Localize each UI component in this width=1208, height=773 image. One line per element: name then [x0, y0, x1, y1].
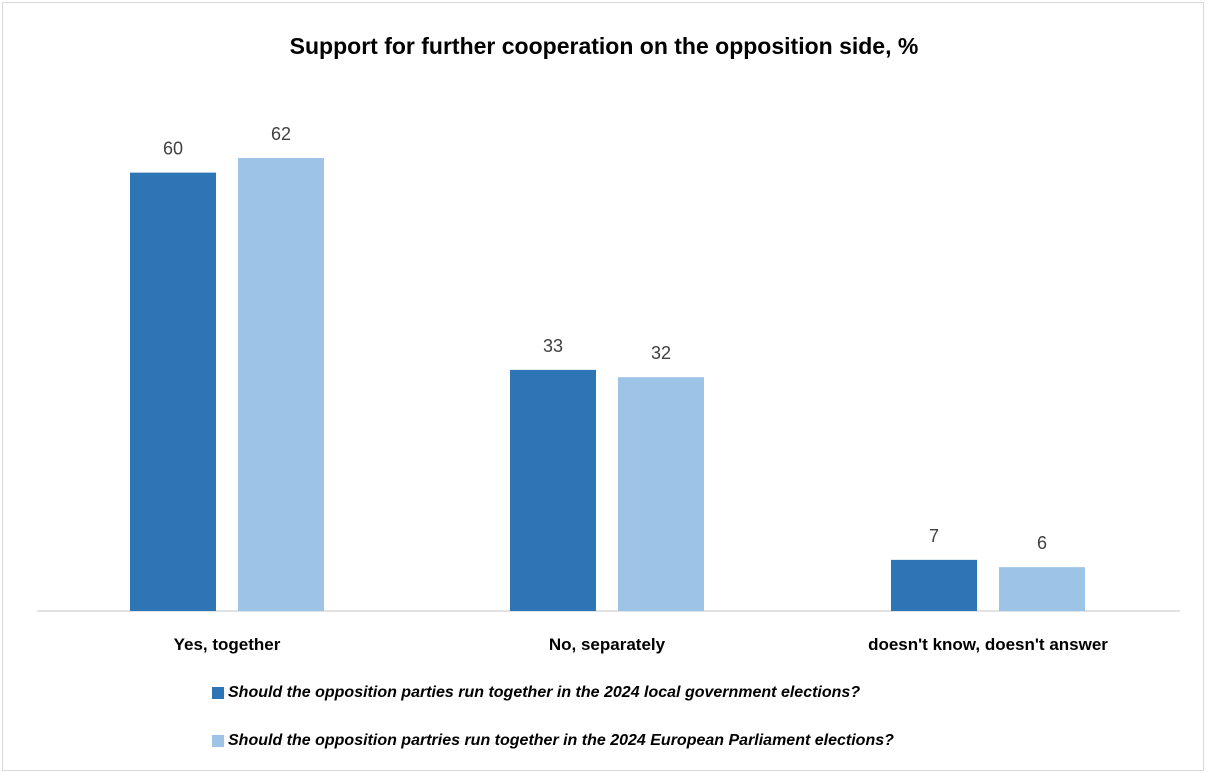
data-label-series-2-cat-3: 6 [1037, 533, 1047, 553]
data-label-series-1-cat-1: 60 [163, 139, 183, 159]
bar-series-1-cat-2 [510, 369, 596, 611]
legend-item-series-2: Should the opposition partries run toget… [212, 732, 894, 750]
bar-series-2-cat-3 [999, 567, 1085, 611]
data-label-series-2-cat-1: 62 [271, 124, 291, 144]
legend-swatch-series-2 [212, 735, 224, 747]
chart-title: Support for further cooperation on the o… [289, 33, 919, 59]
legend-label-series-1: Should the opposition parties run togeth… [228, 684, 861, 701]
bar-series-2-cat-2 [618, 377, 704, 611]
category-label-3: doesn't know, doesn't answer [868, 635, 1108, 654]
bar-series-1-cat-3 [891, 559, 977, 611]
legend-label-series-2: Should the opposition partries run toget… [228, 732, 894, 749]
bar-series-2-cat-1 [238, 158, 324, 611]
category-label-1: Yes, together [174, 635, 281, 654]
data-label-series-1-cat-3: 7 [929, 526, 939, 546]
category-label-2: No, separately [549, 635, 666, 654]
legend-item-series-1: Should the opposition parties run togeth… [212, 684, 860, 702]
data-label-series-2-cat-2: 32 [651, 343, 671, 363]
data-label-series-1-cat-2: 33 [543, 336, 563, 356]
bar-series-1-cat-1 [130, 172, 216, 611]
legend-swatch-series-1 [212, 687, 224, 699]
